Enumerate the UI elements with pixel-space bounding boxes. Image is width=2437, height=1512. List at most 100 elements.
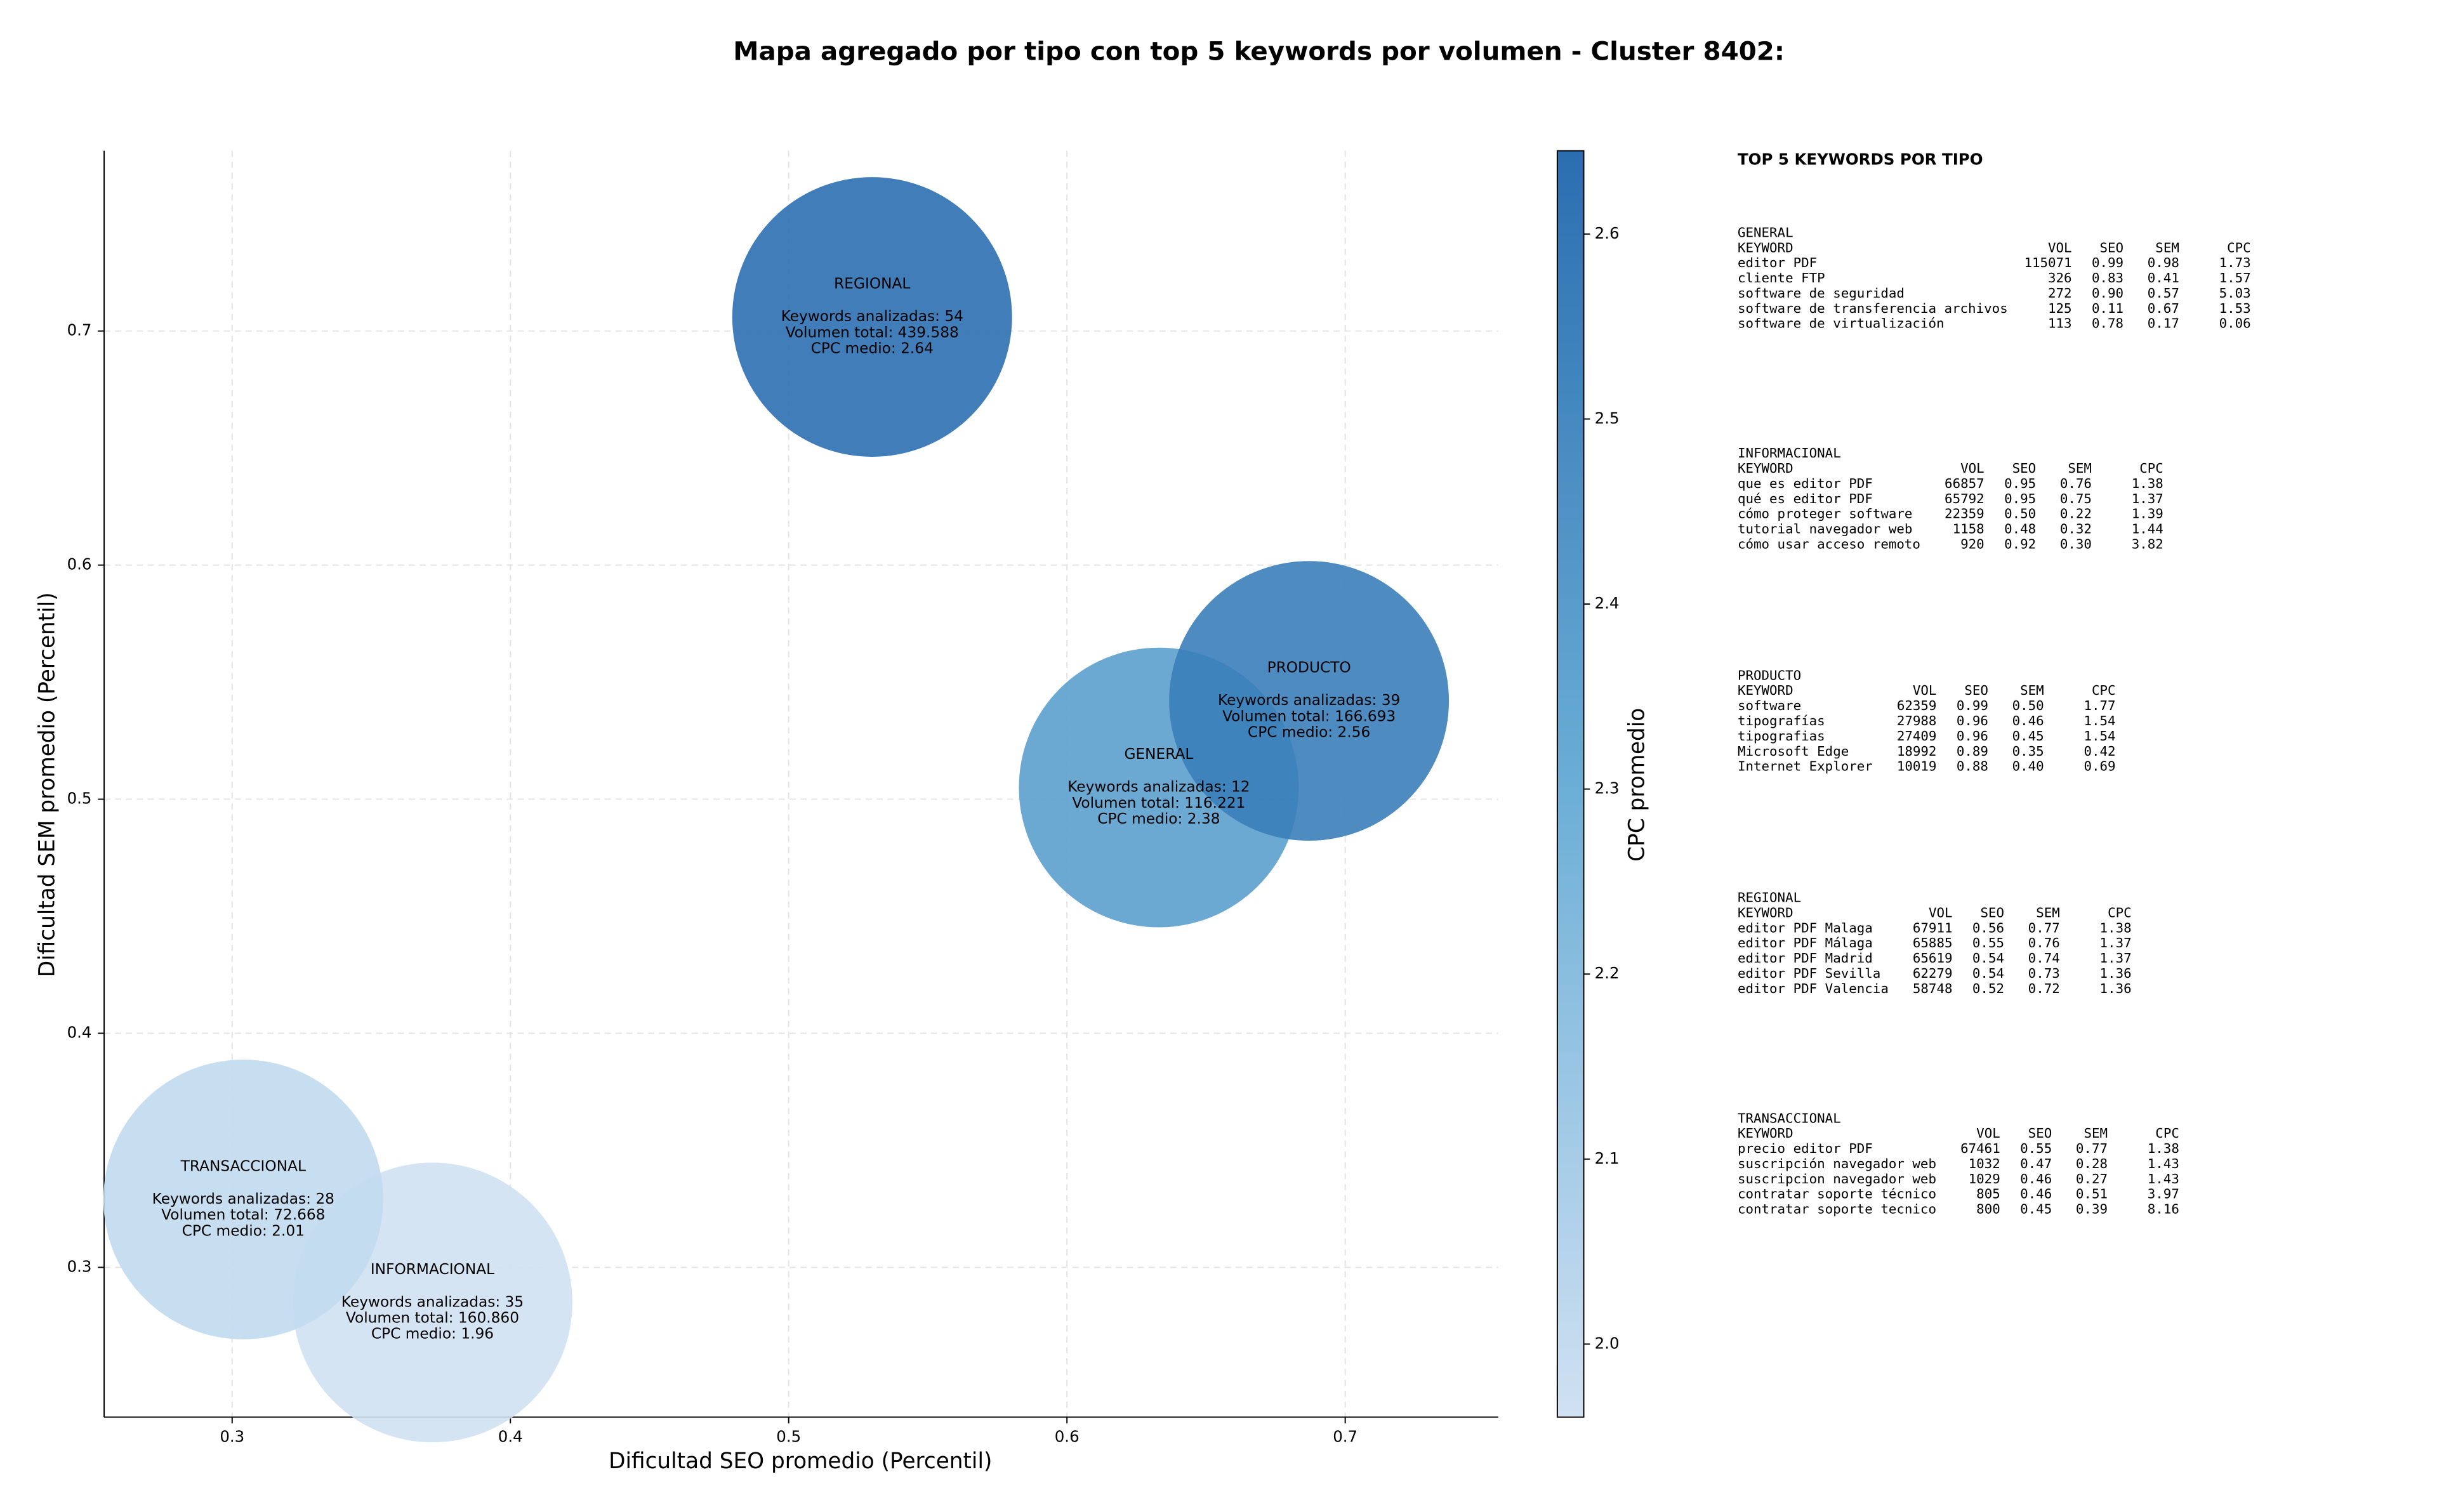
table-cell: 1.43 — [2148, 1171, 2179, 1187]
x-axis-label: Dificultad SEO promedio (Percentil) — [609, 1449, 992, 1474]
table-cell: editor PDF Madrid — [1738, 950, 1873, 966]
table-cell: 1.38 — [2148, 1141, 2179, 1156]
table-header: SEM — [2068, 461, 2092, 476]
bubble-annotation: Keywords analizadas: 39 — [1218, 692, 1400, 709]
bubble-annotation: Volumen total: 116.221 — [1072, 794, 1245, 812]
y-tick-label: 0.3 — [67, 1257, 92, 1275]
table-cell: cómo usar acceso remoto — [1738, 536, 1920, 551]
table-cell: 0.50 — [2012, 698, 2044, 713]
colorbar-tick-label: 2.2 — [1595, 964, 1620, 982]
bubble-title: TRANSACCIONAL — [180, 1158, 306, 1175]
table-cell: 1.39 — [2132, 506, 2163, 522]
table-cell: 1.54 — [2084, 728, 2115, 744]
bubble-annotation: Volumen total: 160.860 — [346, 1309, 519, 1326]
table-header: CPC — [2108, 905, 2132, 920]
bubble-annotation: Keywords analizadas: 54 — [781, 308, 963, 325]
table-cell: 0.73 — [2028, 966, 2060, 981]
table-cell: 62359 — [1897, 698, 1937, 713]
table-cell: 1158 — [1953, 522, 1985, 537]
table-header: CPC — [2155, 1126, 2179, 1141]
table-cell: 0.96 — [1957, 728, 1988, 744]
table-cell: 0.98 — [2148, 255, 2179, 270]
table-cell: 0.45 — [2020, 1202, 2052, 1217]
table-header: SEO — [1964, 683, 1988, 698]
table-cell: 1.36 — [2100, 981, 2132, 996]
x-tick-label: 0.3 — [220, 1427, 244, 1445]
panel-title: TOP 5 KEYWORDS POR TIPO — [1738, 150, 1983, 168]
bubble-title: REGIONAL — [834, 275, 910, 293]
table-cell: 0.55 — [1972, 935, 2004, 950]
table-cell: Internet Explorer — [1738, 759, 1873, 774]
table-cell: editor PDF Malaga — [1738, 920, 1873, 935]
table-header: KEYWORD — [1738, 1126, 1793, 1141]
table-header: SEO — [1980, 905, 2004, 920]
table-cell: 67911 — [1913, 920, 1953, 935]
x-tick-label: 0.4 — [498, 1427, 523, 1445]
table-header: KEYWORD — [1738, 683, 1793, 698]
table-cell: 1032 — [1969, 1156, 2000, 1171]
table-cell: 0.30 — [2060, 536, 2092, 551]
table-cell: 62279 — [1913, 966, 1953, 981]
bubble-annotation: CPC medio: 2.56 — [1248, 724, 1370, 741]
x-tick-label: 0.5 — [776, 1427, 801, 1445]
table-cell: 0.99 — [1957, 698, 1988, 713]
table-cell: editor PDF Málaga — [1738, 935, 1873, 950]
table-cell: 1.53 — [2219, 301, 2251, 316]
colorbar-tick-label: 2.3 — [1595, 779, 1620, 798]
bubble — [1169, 561, 1450, 841]
table-cell: 66857 — [1945, 476, 1985, 491]
table-cell: 0.96 — [1957, 713, 1988, 728]
table-cell: 0.11 — [2092, 301, 2123, 316]
table-header: CPC — [2139, 461, 2163, 476]
table-cell: 22359 — [1945, 506, 1985, 522]
bubble-title: PRODUCTO — [1267, 659, 1351, 676]
table-cell: 27409 — [1897, 728, 1937, 744]
table-header: KEYWORD — [1738, 240, 1793, 255]
table-cell: 125 — [2048, 301, 2072, 316]
table-cell: 0.74 — [2028, 950, 2060, 966]
table-cell: 0.46 — [2020, 1171, 2052, 1187]
table-cell: cómo proteger software — [1738, 506, 1912, 522]
table-cell: editor PDF Sevilla — [1738, 966, 1880, 981]
table-cell: software de seguridad — [1738, 286, 1905, 301]
table-cell: 0.77 — [2076, 1141, 2108, 1156]
table-cell: 1.36 — [2100, 966, 2132, 981]
table-cell: 0.92 — [2004, 536, 2036, 551]
table-cell: 0.46 — [2012, 713, 2044, 728]
colorbar-label: CPC promedio — [1625, 708, 1650, 862]
table-cell: 0.35 — [2012, 744, 2044, 759]
table-cell: suscripcion navegador web — [1738, 1171, 1936, 1187]
table-cell: 800 — [1976, 1202, 2000, 1217]
table-header: SEO — [2100, 240, 2124, 255]
table-cell: 115071 — [2024, 255, 2071, 270]
table-header: SEO — [2012, 461, 2037, 476]
table-cell: 0.40 — [2012, 759, 2044, 774]
table-cell: 0.06 — [2219, 316, 2251, 331]
table-cell: 805 — [1976, 1187, 2000, 1202]
table-cell: 0.22 — [2060, 506, 2092, 522]
x-tick-label: 0.7 — [1333, 1427, 1357, 1445]
colorbar-tick-label: 2.6 — [1595, 224, 1620, 242]
table-cell: cliente FTP — [1738, 270, 1825, 286]
table-cell: 0.99 — [2092, 255, 2123, 270]
table-cell: 0.50 — [2004, 506, 2036, 522]
table-cell: 0.88 — [1957, 759, 1988, 774]
table-cell: 0.17 — [2148, 316, 2179, 331]
bubble-annotation: Volumen total: 72.668 — [161, 1206, 325, 1223]
table-cell: 0.57 — [2148, 286, 2179, 301]
bubble-title: INFORMACIONAL — [371, 1261, 494, 1278]
table-header: KEYWORD — [1738, 905, 1793, 920]
bubble-annotation: Keywords analizadas: 35 — [341, 1293, 524, 1310]
table-cell: software de transferencia archivos — [1738, 301, 2008, 316]
table-cell: 0.77 — [2028, 920, 2060, 935]
table-cell: 1.38 — [2100, 920, 2132, 935]
colorbar-tick-label: 2.5 — [1595, 409, 1620, 427]
bubble-annotation: CPC medio: 2.01 — [182, 1222, 305, 1239]
table-cell: 1.57 — [2219, 270, 2251, 286]
table-cell: 0.78 — [2092, 316, 2123, 331]
table-cell: 272 — [2048, 286, 2072, 301]
table-cell: 0.89 — [1957, 744, 1988, 759]
table-header: VOL — [1913, 683, 1937, 698]
